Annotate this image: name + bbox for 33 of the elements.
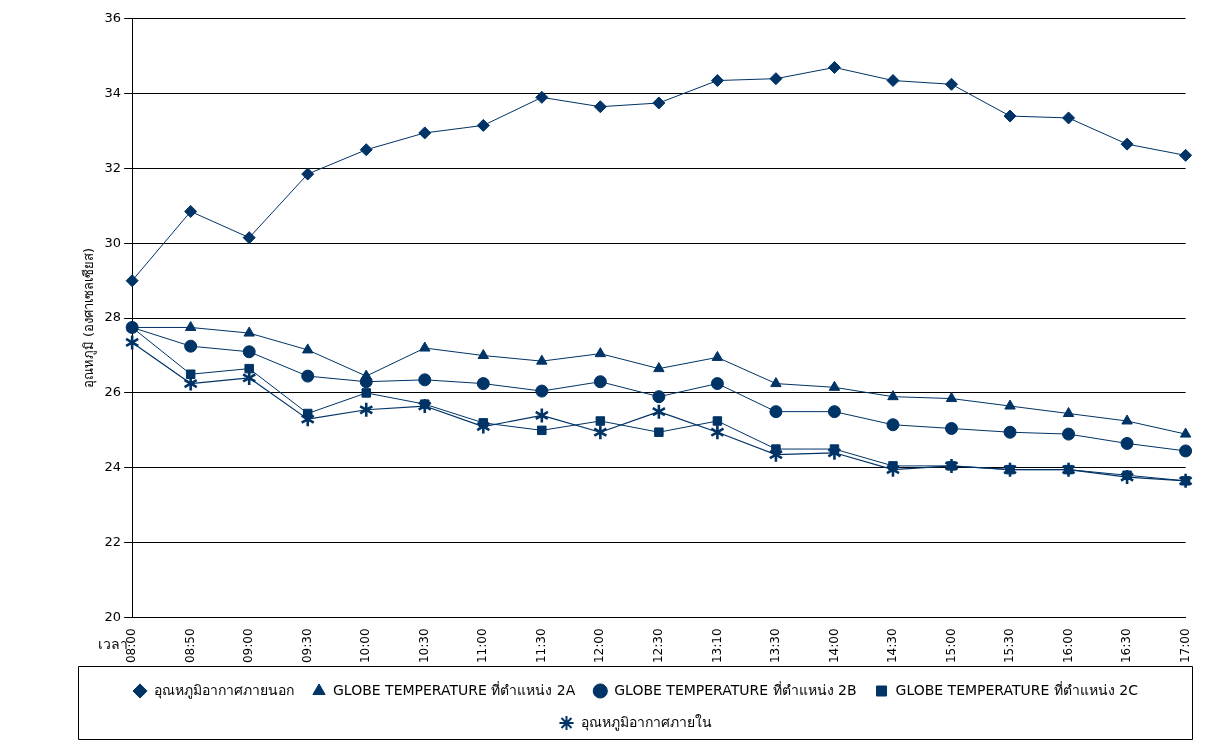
x-tick-label: 11:30 xyxy=(533,628,548,664)
x-tick-label: 09:00 xyxy=(241,628,256,664)
y-tick-label: 34 xyxy=(104,85,122,100)
legend-label: อุณหภูมิอากาศภายใน xyxy=(580,713,712,731)
x-tick-label: 12:00 xyxy=(592,628,607,664)
x-tick-label: 16:30 xyxy=(1119,628,1134,664)
y-tick-label: 22 xyxy=(104,533,122,549)
x-tick-label: 15:30 xyxy=(1002,628,1017,664)
x-tick-label: 08:50 xyxy=(182,628,197,664)
x-tick-label: 11:00 xyxy=(475,628,490,664)
x-tick-label: 09:30 xyxy=(299,628,314,664)
y-tick-label: 32 xyxy=(104,159,122,175)
legend-label: GLOBE TEMPERATURE ที่ตำแหน่ง 2A xyxy=(333,680,576,698)
x-tick-label: 10:30 xyxy=(416,628,431,664)
y-tick-label: 28 xyxy=(104,309,122,325)
y-tick-label: 24 xyxy=(104,459,122,475)
legend-label: GLOBE TEMPERATURE ที่ตำแหน่ง 2C xyxy=(895,680,1139,698)
x-tick-label: 13:10 xyxy=(709,628,724,664)
y-tick-label: 26 xyxy=(104,384,122,400)
y-tick-label: 20 xyxy=(104,608,122,624)
legend-label: อุณหภูมิอากาศภายนอก xyxy=(154,681,295,699)
x-tick-label: 13:30 xyxy=(768,628,783,664)
x-tick-label: 10:00 xyxy=(358,628,373,664)
x-tick-label: 14:30 xyxy=(885,628,900,664)
x-tick-label: 16:00 xyxy=(1060,628,1075,664)
x-tick-label: 12:30 xyxy=(651,628,665,664)
x-tick-label: 15:00 xyxy=(943,628,958,664)
x-tick-label: 17:00 xyxy=(1177,628,1192,664)
legend-label: GLOBE TEMPERATURE ที่ตำแหน่ง 2B xyxy=(614,680,857,698)
y-axis-title: อุณหภูมิ (องศาเซลเซียส) xyxy=(81,247,98,389)
y-tick-label: 36 xyxy=(104,10,122,26)
x-tick-label: 14:00 xyxy=(826,628,841,664)
y-tick-label: 30 xyxy=(104,234,122,250)
